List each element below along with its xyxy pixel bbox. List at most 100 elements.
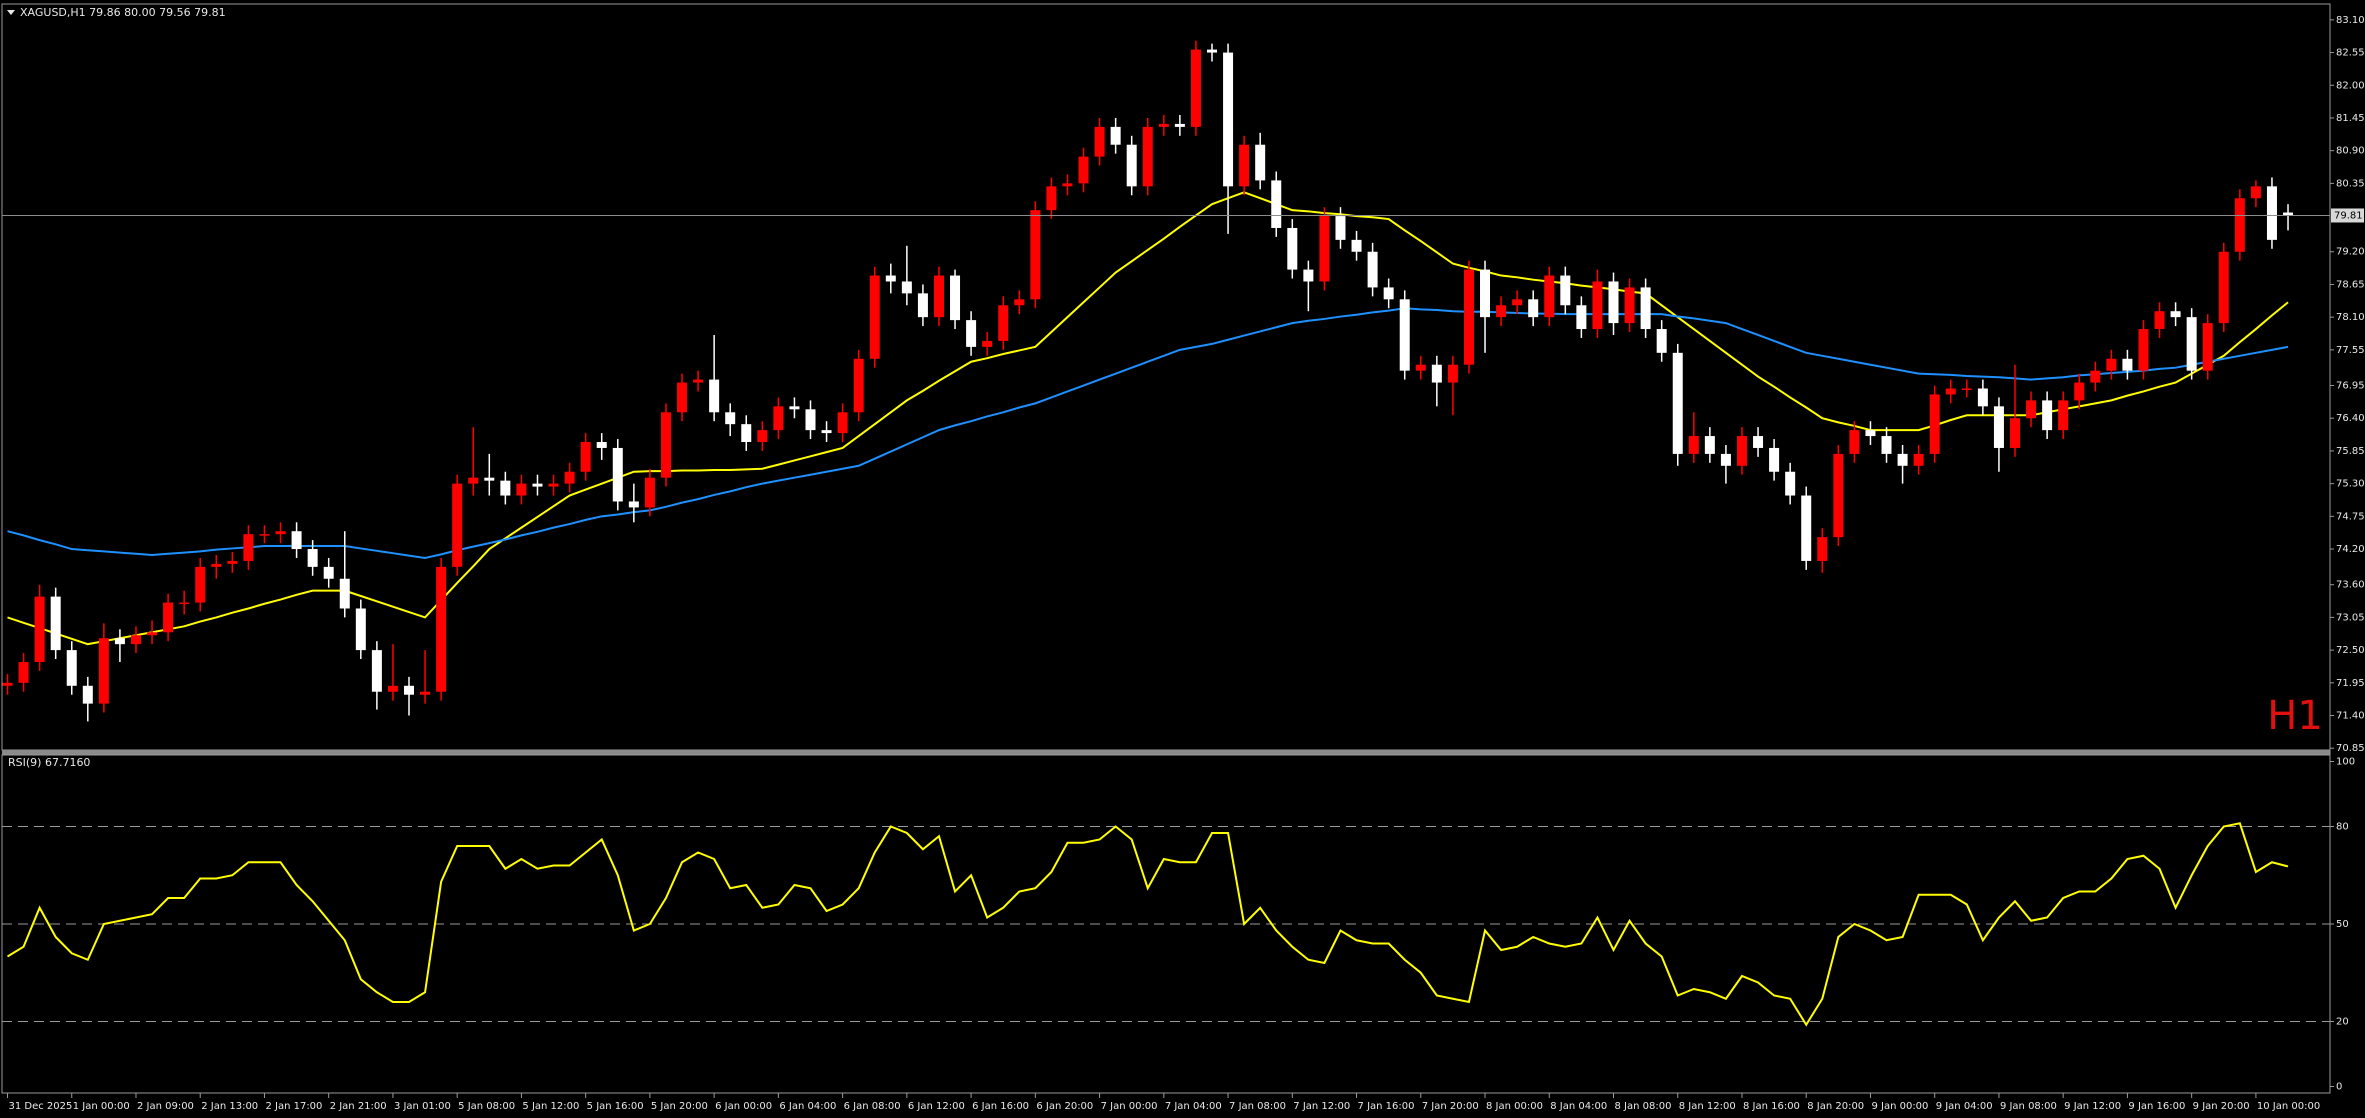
candle-body xyxy=(1287,227,1298,270)
candle-body xyxy=(1480,269,1491,318)
x-tick-label: 6 Jan 20:00 xyxy=(1036,1101,1093,1112)
candle-body xyxy=(966,320,977,347)
y-tick-label: 70.85 xyxy=(2336,743,2365,754)
candle-body xyxy=(275,531,286,535)
y-tick-label: 79.20 xyxy=(2336,247,2365,258)
candle-body xyxy=(339,578,350,609)
x-tick-label: 5 Jan 16:00 xyxy=(587,1101,644,1112)
x-tick-label: 8 Jan 00:00 xyxy=(1486,1101,1543,1112)
candle-body xyxy=(1544,275,1555,318)
candle-body xyxy=(1046,186,1057,211)
candle-body xyxy=(1094,126,1105,157)
x-tick-label: 6 Jan 04:00 xyxy=(779,1101,836,1112)
candle-body xyxy=(2266,186,2277,240)
candle-body xyxy=(114,638,125,645)
y-tick-label: 0 xyxy=(2336,1082,2342,1093)
candle-body xyxy=(741,424,752,443)
current-price-box xyxy=(2331,208,2364,223)
candle-body xyxy=(34,596,45,663)
candle-body xyxy=(436,566,447,692)
y-tick-label: 80.35 xyxy=(2336,178,2365,189)
y-tick-label: 76.95 xyxy=(2336,381,2365,392)
candle-body xyxy=(452,483,463,567)
candle-body xyxy=(1303,269,1314,282)
candle-body xyxy=(1223,52,1234,187)
candle-body xyxy=(1431,364,1442,383)
candle-body xyxy=(1078,156,1089,184)
candle-body xyxy=(1030,210,1041,300)
candle-body xyxy=(484,477,495,481)
candle-body xyxy=(1736,436,1747,466)
candle-body xyxy=(1608,281,1619,324)
x-tick-label: 2 Jan 13:00 xyxy=(201,1101,258,1112)
timeframe-label: H1 xyxy=(2267,693,2323,739)
x-tick-label: 7 Jan 00:00 xyxy=(1101,1101,1158,1112)
candle-body xyxy=(660,412,671,478)
candle-body xyxy=(1704,436,1715,454)
x-tick-label: 5 Jan 08:00 xyxy=(458,1101,515,1112)
y-tick-label: 50 xyxy=(2336,919,2349,930)
candle-body xyxy=(693,379,704,383)
candle-body xyxy=(1929,394,1940,454)
candle-body xyxy=(1865,430,1876,437)
x-tick-label: 5 Jan 20:00 xyxy=(651,1101,708,1112)
candle-body xyxy=(757,430,768,443)
y-tick-label: 20 xyxy=(2336,1017,2349,1028)
candle-body xyxy=(2154,311,2165,330)
candle-body xyxy=(901,281,912,294)
candle-body xyxy=(1656,329,1667,353)
candle-body xyxy=(1945,388,1956,395)
current-price-label: 79.81 xyxy=(2334,210,2363,221)
candle-body xyxy=(1640,287,1651,330)
candle-body xyxy=(147,632,158,636)
candle-body xyxy=(130,635,141,645)
x-tick-label: 7 Jan 04:00 xyxy=(1165,1101,1222,1112)
candle-body xyxy=(1496,305,1507,318)
candle-body xyxy=(387,685,398,692)
y-tick-label: 75.85 xyxy=(2336,446,2365,457)
y-tick-label: 71.95 xyxy=(2336,678,2365,689)
y-tick-label: 77.55 xyxy=(2336,345,2365,356)
candle-body xyxy=(1817,537,1828,561)
candle-body xyxy=(1672,352,1683,454)
candle-body xyxy=(596,442,607,448)
candle-body xyxy=(2234,198,2245,252)
candle-body xyxy=(677,382,688,413)
candle-body xyxy=(2283,212,2294,216)
candle-body xyxy=(50,596,61,651)
x-tick-label: 10 Jan 00:00 xyxy=(2257,1101,2320,1112)
y-tick-label: 76.40 xyxy=(2336,413,2365,424)
x-tick-label: 9 Jan 12:00 xyxy=(2064,1101,2121,1112)
y-tick-label: 74.20 xyxy=(2336,544,2365,555)
y-tick-label: 80.90 xyxy=(2336,146,2365,157)
candle-body xyxy=(1769,447,1780,472)
candle-body xyxy=(1335,216,1346,240)
candle-body xyxy=(2058,400,2069,431)
candle-body xyxy=(548,483,559,487)
candle-body xyxy=(612,447,623,502)
candle-body xyxy=(917,293,928,318)
chart-title: XAGUSD,H1 79.86 80.00 79.56 79.81 xyxy=(20,6,226,19)
y-tick-label: 78.10 xyxy=(2336,312,2365,323)
x-tick-label: 9 Jan 08:00 xyxy=(2000,1101,2057,1112)
candle-body xyxy=(516,483,527,496)
candle-body xyxy=(18,662,29,683)
candle-body xyxy=(789,406,800,410)
candle-body xyxy=(998,305,1009,341)
x-tick-label: 6 Jan 08:00 xyxy=(844,1101,901,1112)
candle-body xyxy=(211,563,222,567)
candle-body xyxy=(1785,471,1796,496)
candle-body xyxy=(2074,382,2085,401)
moving-average-line xyxy=(7,191,2289,646)
candle-body xyxy=(837,412,848,434)
x-tick-label: 7 Jan 20:00 xyxy=(1422,1101,1479,1112)
candle-body xyxy=(564,471,575,484)
candle-body xyxy=(404,685,414,695)
candle-body xyxy=(1512,299,1523,306)
candle-body xyxy=(1255,144,1266,181)
candle-body xyxy=(227,560,238,564)
x-tick-label: 31 Dec 2025 xyxy=(9,1101,73,1112)
candle-body xyxy=(1849,430,1860,454)
candle-body xyxy=(1961,388,1972,390)
